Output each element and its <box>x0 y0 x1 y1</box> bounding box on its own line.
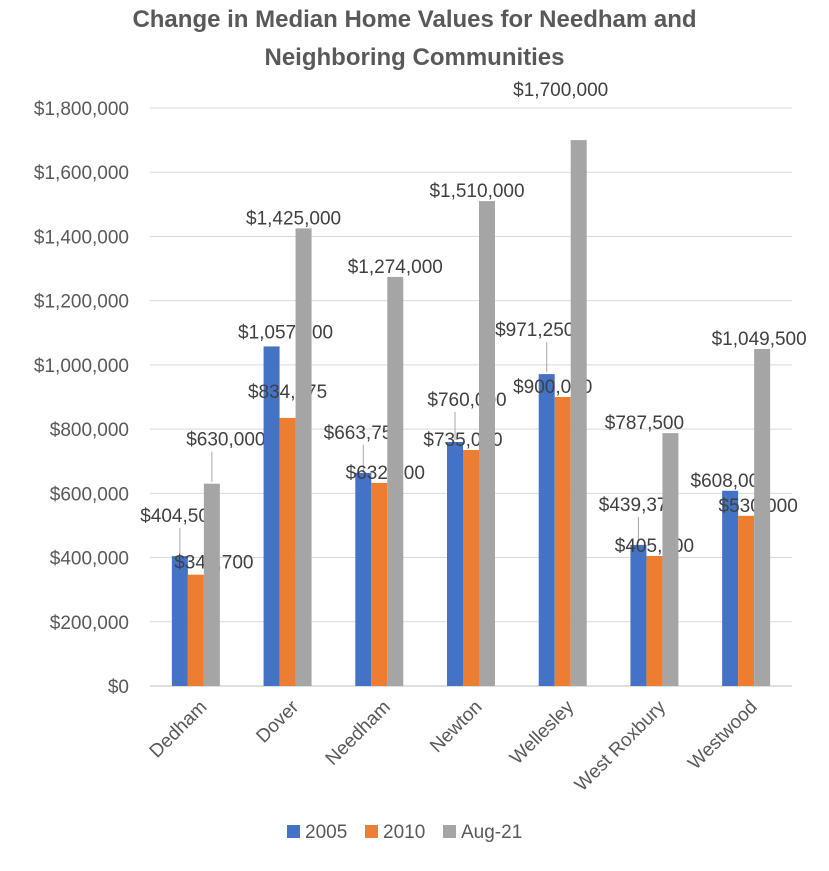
y-tick-label: $800,000 <box>50 420 129 441</box>
x-tick-label: Dover <box>252 696 303 747</box>
bar-2005-dover <box>263 346 280 686</box>
y-tick-label: $1,400,000 <box>34 227 129 248</box>
bar-2005-west-roxbury <box>630 544 647 686</box>
data-label: $1,049,500 <box>712 329 807 350</box>
x-tick-label: Newton <box>426 697 486 757</box>
y-tick-label: $1,800,000 <box>34 99 129 120</box>
bar-Aug-21-dedham <box>203 483 220 686</box>
x-tick-label: West Roxbury <box>571 696 670 795</box>
x-tick-label: Needham <box>322 697 395 770</box>
x-tick-label: Westwood <box>684 697 761 774</box>
chart-title-line-2: Neighboring Communities <box>264 44 565 71</box>
bar-Aug-21-newton <box>479 201 495 686</box>
x-tick-label: Wellesley <box>506 696 578 768</box>
legend-label: 2005 <box>305 822 347 843</box>
data-label: $632,500 <box>346 463 425 484</box>
data-label: $1,700,000 <box>513 80 608 101</box>
bar-Aug-21-west-roxbury <box>662 433 679 686</box>
y-tick-label: $1,000,000 <box>34 356 129 377</box>
legend-swatch-2010 <box>365 825 378 838</box>
bar-Aug-21-dover <box>295 228 312 686</box>
data-label: $404,500 <box>140 506 219 527</box>
bar-2010-westwood <box>738 515 755 686</box>
bar-2010-west-roxbury <box>646 555 663 686</box>
y-tick-label: $1,600,000 <box>34 163 129 184</box>
bar-Aug-21-needham <box>387 276 404 686</box>
y-tick-label: $200,000 <box>50 613 129 634</box>
data-label: $608,000 <box>691 471 770 492</box>
bar-2005-needham <box>355 472 372 686</box>
bar-2010-dover <box>279 417 296 686</box>
bar-2010-wellesley <box>554 397 571 686</box>
data-label: $663,750 <box>324 423 403 444</box>
bar-2005-westwood <box>722 490 739 686</box>
bar-2010-needham <box>371 482 388 686</box>
x-tick-label: Dedham <box>146 697 212 763</box>
bar-2010-dedham <box>187 574 204 686</box>
bar-Aug-21-wellesley <box>570 140 587 687</box>
bar-2010-newton <box>463 449 479 686</box>
chart-title-line-1: Change in Median Home Values for Needham… <box>132 6 697 33</box>
legend-label: Aug-21 <box>461 822 522 843</box>
legend-swatch-2005 <box>287 825 300 838</box>
bar-Aug-21-westwood <box>754 348 771 686</box>
y-tick-label: $400,000 <box>50 549 129 570</box>
data-label: $1,274,000 <box>348 257 443 278</box>
data-label: $630,000 <box>186 430 265 451</box>
data-label: $971,250 <box>495 320 574 341</box>
y-tick-label: $600,000 <box>50 484 129 505</box>
bar-2005-dedham <box>171 556 188 686</box>
data-label: $1,510,000 <box>429 181 524 202</box>
legend-swatch-Aug-21 <box>443 825 456 838</box>
data-label: $787,500 <box>605 413 684 434</box>
data-label: $1,057,500 <box>238 322 333 343</box>
legend-label: 2010 <box>383 822 425 843</box>
bar-2005-wellesley <box>538 374 555 686</box>
data-label: $405,000 <box>615 536 694 557</box>
bar-2005-newton <box>447 441 463 686</box>
y-tick-label: $1,200,000 <box>34 292 129 313</box>
y-tick-label: $0 <box>108 677 129 698</box>
data-label: $1,425,000 <box>246 208 341 229</box>
data-label: $439,375 <box>599 495 678 516</box>
data-label: $834,875 <box>248 382 327 403</box>
